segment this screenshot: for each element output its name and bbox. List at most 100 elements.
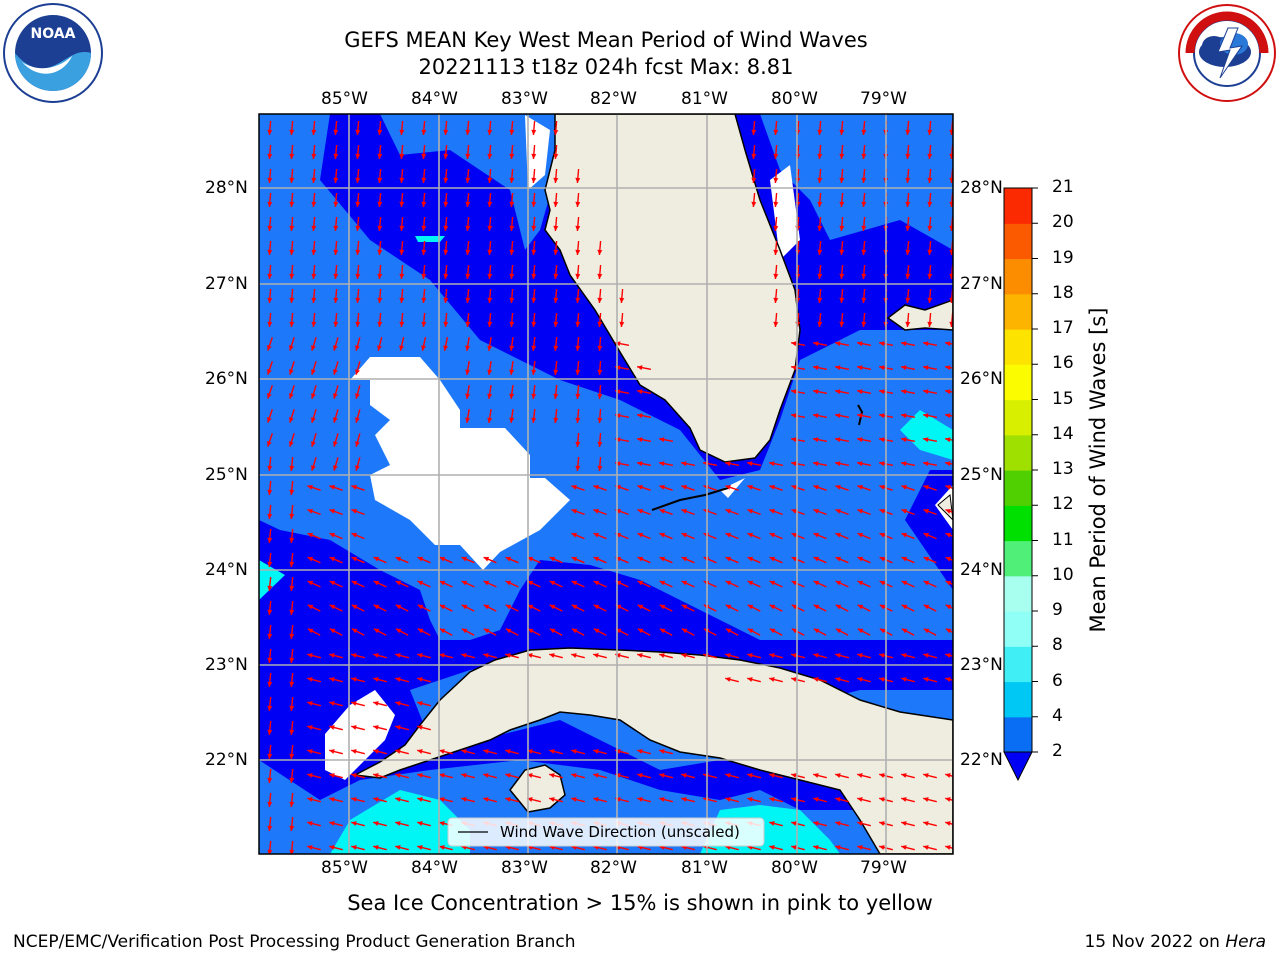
lat-label-left: 22°N — [205, 750, 248, 770]
wave-direction-arrowhead — [531, 153, 537, 159]
colorbar-segment — [1004, 188, 1032, 224]
colorbar-segment — [1004, 399, 1032, 436]
wave-direction-arrowhead — [417, 628, 424, 634]
wave-direction-arrowhead — [791, 461, 797, 467]
wave-direction-arrowhead — [923, 773, 929, 778]
wave-direction-arrowhead — [267, 441, 272, 447]
wave-direction-arrowhead — [333, 225, 339, 231]
wave-direction-arrowhead — [817, 177, 823, 183]
wave-direction-arrowhead — [553, 393, 559, 399]
wave-direction-arrowhead — [289, 321, 295, 327]
wave-direction-arrowhead — [505, 556, 512, 562]
wave-direction-arrowhead — [267, 537, 273, 543]
footer-host: Hera — [1225, 932, 1266, 952]
wave-direction-arrowhead — [901, 821, 907, 826]
wave-direction-arrowhead — [945, 773, 951, 778]
wave-direction-arrowhead — [681, 773, 687, 778]
wave-direction-arrowhead — [901, 341, 907, 347]
wave-direction-arrowhead — [465, 297, 471, 303]
wave-direction-arrowhead — [509, 225, 515, 231]
wave-direction-arrowhead — [879, 556, 886, 562]
wave-direction-arrowhead — [949, 273, 953, 279]
wave-direction-arrowhead — [857, 437, 863, 443]
map-legend: Wind Wave Direction (unscaled) — [447, 817, 765, 847]
lon-label-bottom: 85°W — [321, 858, 368, 878]
wave-direction-arrowhead — [289, 681, 295, 687]
wave-direction-arrowhead — [593, 604, 600, 610]
wave-direction-arrowhead — [575, 297, 581, 303]
colorbar-tick-label: 21 — [1052, 177, 1074, 197]
wave-direction-arrowhead — [813, 413, 819, 419]
wave-direction-arrowhead — [267, 369, 272, 375]
wave-direction-arrowhead — [923, 413, 929, 419]
wave-direction-arrowhead — [355, 417, 360, 423]
wave-direction-arrowhead — [333, 177, 339, 183]
wave-direction-arrowhead — [487, 345, 493, 351]
wave-direction-arrowhead — [945, 845, 951, 850]
wave-direction-arrowhead — [879, 413, 885, 419]
wave-direction-arrowhead — [923, 604, 930, 610]
wave-direction-arrowhead — [267, 657, 273, 663]
wave-direction-arrowhead — [531, 321, 537, 327]
wave-direction-arrowhead — [637, 413, 643, 419]
wave-direction-arrowhead — [421, 297, 427, 303]
wave-direction-arrowhead — [861, 153, 867, 159]
wave-direction-arrowhead — [461, 773, 467, 778]
wave-direction-arrowhead — [927, 297, 933, 303]
wave-direction-arrowhead — [901, 773, 907, 778]
wave-direction-arrowhead — [571, 509, 577, 514]
wave-direction-arrowhead — [857, 413, 863, 419]
wave-direction-arrowhead — [575, 273, 581, 279]
wave-direction-arrowhead — [637, 437, 643, 443]
wave-direction-arrowhead — [421, 153, 427, 159]
wave-direction-arrowhead — [421, 321, 427, 327]
lat-label-right: 24°N — [960, 560, 1003, 580]
wave-direction-arrowhead — [355, 297, 361, 303]
wave-direction-arrowhead — [373, 701, 379, 706]
lon-label-top: 82°W — [590, 89, 637, 109]
wave-direction-arrowhead — [659, 485, 665, 490]
wave-direction-arrowhead — [289, 249, 295, 255]
wave-direction-arrowhead — [289, 705, 295, 711]
wave-direction-arrowhead — [681, 485, 687, 490]
wave-direction-arrowhead — [267, 201, 273, 207]
wave-direction-arrowhead — [813, 485, 819, 490]
wave-direction-arrowhead — [443, 297, 449, 303]
wave-direction-arrowhead — [421, 345, 426, 351]
wave-direction-arrowhead — [725, 628, 732, 634]
wave-direction-arrowhead — [311, 201, 317, 207]
colorbar-segment — [1004, 611, 1032, 647]
wave-direction-arrowhead — [329, 628, 336, 634]
wave-direction-arrowhead — [465, 273, 471, 279]
lat-label-right: 26°N — [960, 369, 1003, 389]
lon-label-top: 81°W — [681, 89, 728, 109]
colorbar-segment — [1004, 470, 1032, 506]
colorbar-segment — [1004, 716, 1032, 753]
wave-direction-arrowhead — [857, 604, 864, 610]
wave-direction-arrowhead — [879, 628, 886, 634]
wave-direction-arrowhead — [945, 341, 951, 347]
wave-direction-arrowhead — [949, 321, 953, 327]
wave-direction-arrowhead — [531, 201, 537, 207]
wave-direction-arrowhead — [905, 321, 911, 327]
wave-direction-arrowhead — [351, 749, 357, 754]
wave-direction-arrowhead — [487, 249, 493, 255]
wave-direction-arrowhead — [395, 749, 401, 754]
wave-direction-arrowhead — [945, 461, 951, 467]
colorbar-tick-label: 13 — [1052, 459, 1074, 479]
wave-direction-arrowhead — [395, 677, 401, 682]
wave-direction-arrowhead — [351, 821, 357, 826]
wave-direction-arrowhead — [879, 532, 885, 538]
wave-direction-arrowhead — [487, 225, 493, 231]
wave-direction-arrowhead — [571, 628, 578, 634]
wave-direction-arrowhead — [373, 821, 379, 826]
wave-direction-arrowhead — [267, 345, 272, 351]
wave-direction-arrowhead — [923, 653, 929, 658]
wave-direction-arrowhead — [879, 653, 885, 658]
wave-direction-arrowhead — [509, 201, 515, 207]
wave-direction-arrowhead — [593, 653, 599, 658]
wave-direction-arrowhead — [791, 628, 798, 634]
wave-direction-arrowhead — [659, 532, 665, 538]
wave-direction-arrowhead — [879, 341, 885, 347]
wave-direction-arrowhead — [267, 753, 273, 759]
